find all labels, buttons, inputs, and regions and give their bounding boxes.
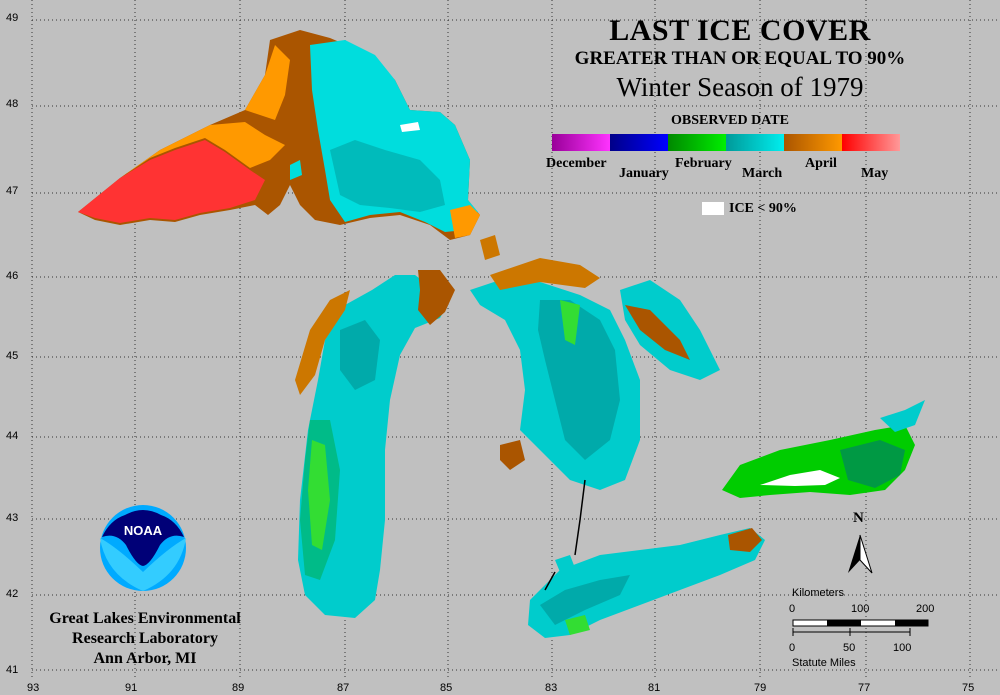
- scale-km-tick: 100: [851, 603, 870, 615]
- lon-label: 79: [754, 682, 767, 694]
- subtitle: GREATER THAN OR EQUAL TO 90%: [574, 48, 906, 69]
- lon-label: 85: [440, 682, 453, 694]
- lat-label: 49: [6, 12, 19, 24]
- scale-mi-tick: 0: [789, 642, 796, 654]
- scale-mi-label: Statute Miles: [792, 657, 856, 669]
- no-ice-label: ICE < 90%: [729, 201, 797, 216]
- lab-name-line2: Research Laboratory: [72, 630, 218, 647]
- lat-label: 41: [6, 664, 19, 676]
- legend-label-february: February: [675, 156, 732, 171]
- lat-label: 43: [6, 512, 19, 524]
- legend-swatch-march: [726, 134, 784, 151]
- lake-ontario: [722, 400, 925, 498]
- lon-label: 89: [232, 682, 245, 694]
- legend-label-december: December: [546, 156, 607, 171]
- main-title: LAST ICE COVER: [609, 14, 871, 47]
- lab-location: Ann Arbor, MI: [93, 650, 197, 667]
- lat-label: 46: [6, 270, 19, 282]
- legend-label-may: May: [861, 166, 889, 181]
- lon-label: 83: [545, 682, 558, 694]
- noaa-logo: NOAA: [100, 505, 186, 591]
- scale-km-label: Kilometers: [792, 587, 844, 599]
- lon-label: 87: [337, 682, 350, 694]
- connecting-rivers: [544, 479, 586, 591]
- lon-label: 91: [125, 682, 138, 694]
- lake-superior: [78, 30, 480, 240]
- noaa-logo-text: NOAA: [124, 523, 163, 538]
- scale-mi-tick: 100: [893, 642, 912, 654]
- legend-swatch-april: [784, 134, 842, 151]
- legend-label-april: April: [805, 156, 837, 171]
- north-label: N: [853, 510, 864, 526]
- scale-mi-tick: 50: [843, 642, 856, 654]
- lat-label: 45: [6, 350, 19, 362]
- legend-swatch-february: [668, 134, 726, 151]
- lab-name-line1: Great Lakes Environmental: [49, 610, 241, 627]
- lon-label: 77: [858, 682, 871, 694]
- lake-erie: [528, 528, 765, 638]
- lat-label: 48: [6, 98, 19, 110]
- no-ice-swatch: [702, 202, 724, 215]
- legend-swatch-january: [610, 134, 668, 151]
- north-arrow: [848, 534, 873, 574]
- legend-color-bar: [552, 134, 900, 151]
- lon-label: 93: [27, 682, 40, 694]
- season-title: Winter Season of 1979: [616, 72, 864, 102]
- legend-label-march: March: [742, 166, 783, 181]
- legend-swatch-december: [552, 134, 610, 151]
- scale-km-tick: 0: [789, 603, 796, 615]
- scale-bar: [792, 619, 929, 636]
- lon-label: 75: [962, 682, 975, 694]
- scale-km-tick: 200: [916, 603, 935, 615]
- lat-label: 47: [6, 185, 19, 197]
- legend-swatch-may: [842, 134, 900, 151]
- lake-huron: [470, 235, 720, 490]
- legend-label-january: January: [619, 166, 669, 181]
- lon-label: 81: [648, 682, 661, 694]
- legend-header: OBSERVED DATE: [671, 113, 789, 128]
- lat-label: 42: [6, 588, 19, 600]
- lake-michigan: [295, 270, 455, 618]
- lat-label: 44: [6, 430, 19, 442]
